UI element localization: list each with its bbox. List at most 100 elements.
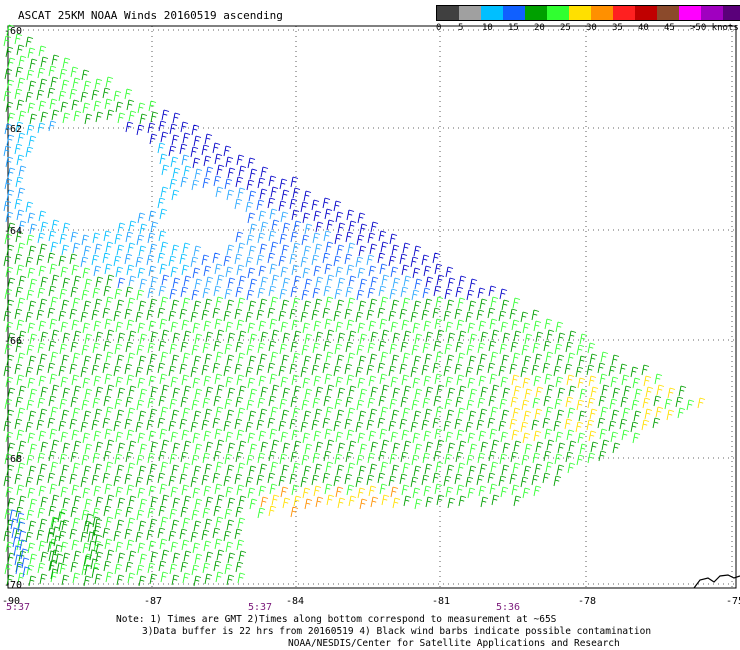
- wind-barb: [38, 265, 47, 277]
- wind-barb: [271, 219, 280, 231]
- wind-barb: [445, 266, 454, 278]
- wind-barb: [267, 197, 276, 209]
- wind-barb: [103, 560, 112, 572]
- wind-barb: [271, 274, 280, 286]
- wind-barb: [337, 222, 346, 234]
- wind-barb: [555, 321, 564, 333]
- wind-barb: [5, 541, 14, 553]
- wind-barb: [160, 571, 169, 583]
- wind-barb: [172, 387, 181, 399]
- wind-barb: [257, 342, 266, 354]
- wind-barb: [168, 420, 177, 432]
- wind-barb: [326, 384, 335, 396]
- wind-barb: [458, 440, 467, 452]
- wind-barb: [575, 366, 584, 378]
- wind-barb: [323, 340, 332, 352]
- wind-barb: [421, 474, 430, 486]
- legend-swatch: [723, 6, 740, 20]
- wind-barb: [92, 342, 101, 354]
- wind-barb: [80, 91, 89, 103]
- wind-barb: [58, 475, 67, 487]
- wind-barb: [138, 465, 147, 477]
- wind-barb: [89, 549, 98, 561]
- wind-barb: [191, 179, 200, 191]
- wind-barb: [513, 385, 522, 397]
- wind-barb: [315, 386, 324, 398]
- wind-barb: [678, 385, 687, 397]
- wind-barb: [36, 309, 45, 321]
- wind-barb: [28, 410, 37, 422]
- wind-barb: [522, 322, 531, 334]
- wind-barb: [435, 461, 444, 473]
- wind-barb: [212, 252, 221, 264]
- wind-barb: [49, 263, 58, 275]
- wind-barb: [135, 311, 144, 323]
- wind-barb: [26, 124, 35, 136]
- wind-barb: [608, 365, 617, 377]
- wind-barb: [15, 563, 24, 575]
- wind-barb: [59, 343, 68, 355]
- wind-barb: [357, 267, 366, 279]
- wind-barb: [138, 300, 147, 312]
- wind-barb: [623, 385, 632, 397]
- wind-barb: [424, 298, 433, 310]
- wind-barb: [333, 310, 342, 322]
- wind-barb: [39, 78, 48, 90]
- wind-barb: [259, 353, 268, 365]
- wind-barb: [423, 430, 432, 442]
- wind-barb: [29, 553, 38, 565]
- wind-barb: [237, 572, 246, 584]
- wind-barb: [270, 406, 279, 418]
- wind-barb: [71, 319, 80, 331]
- wind-barb: [125, 341, 134, 353]
- wind-barb: [18, 330, 27, 342]
- wind-barb: [169, 563, 178, 575]
- wind-barb: [25, 256, 34, 268]
- wind-barb: [445, 321, 454, 333]
- wind-barb: [246, 179, 255, 191]
- wind-barb: [160, 241, 169, 253]
- wind-barb: [421, 254, 430, 266]
- wind-barb: [300, 476, 309, 488]
- wind-barb: [92, 232, 101, 244]
- wind-barb: [359, 223, 368, 235]
- wind-barb: [16, 374, 25, 386]
- wind-barb: [168, 310, 177, 322]
- wind-barb: [378, 340, 387, 352]
- wind-barb: [171, 299, 180, 311]
- wind-barb: [4, 288, 13, 300]
- wind-barb: [62, 222, 71, 234]
- wind-barb: [378, 395, 387, 407]
- wind-barb: [159, 318, 168, 330]
- wind-barb: [114, 288, 123, 300]
- wind-barb: [312, 232, 321, 244]
- wind-barb: [50, 406, 59, 418]
- wind-barb: [326, 219, 335, 231]
- wind-barb: [675, 396, 684, 408]
- wind-barb: [95, 543, 104, 555]
- wind-barb: [106, 494, 115, 506]
- wind-barb: [435, 406, 444, 418]
- wind-barb: [282, 497, 291, 509]
- wind-barb: [236, 264, 245, 276]
- wind-barb: [149, 408, 158, 420]
- wind-barb: [146, 254, 155, 266]
- wind-barb: [161, 109, 170, 121]
- wind-barb: [601, 439, 610, 451]
- wind-barb: [193, 300, 202, 312]
- wind-barb: [84, 278, 93, 290]
- wind-barb: [147, 452, 156, 464]
- wind-barb: [191, 399, 200, 411]
- wind-barb: [71, 374, 80, 386]
- wind-barb: [224, 343, 233, 355]
- wind-barb: [15, 451, 24, 463]
- wind-barb: [159, 153, 168, 165]
- wind-barb: [491, 439, 500, 451]
- wind-barb: [367, 342, 376, 354]
- wind-barb: [193, 135, 202, 147]
- wind-barb: [5, 156, 14, 168]
- wind-barb: [502, 332, 511, 344]
- wind-barb: [425, 496, 434, 508]
- wind-barb: [346, 484, 355, 496]
- wind-barb: [303, 245, 312, 257]
